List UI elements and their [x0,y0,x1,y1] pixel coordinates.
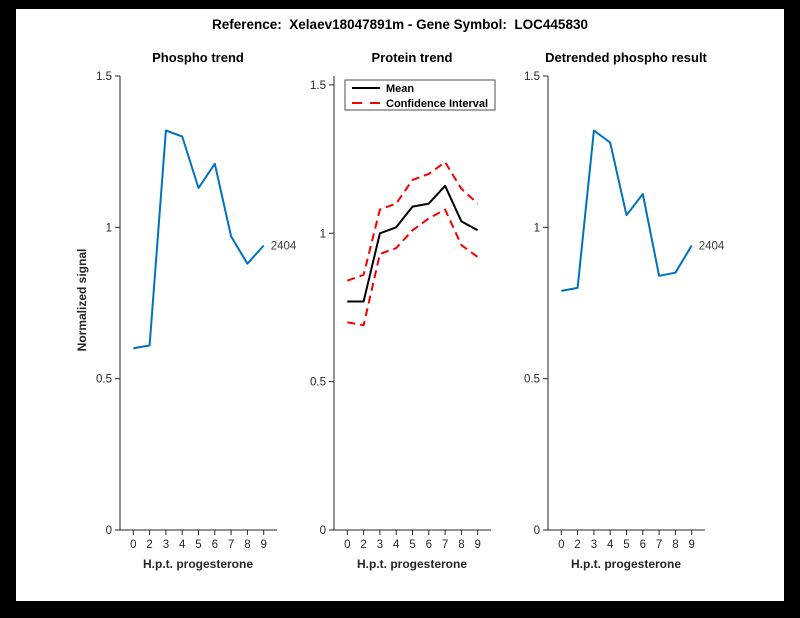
x-tick-label: 5 [623,539,629,551]
x-tick-label: 0 [130,539,136,551]
x-tick-label: 3 [377,539,383,551]
x-tick-label: 4 [179,539,186,551]
y-tick-label: 1 [534,222,540,234]
chart-title-phospho-trend: Phospho trend [152,50,244,65]
legend-box [344,79,496,111]
x-tick-label: 3 [591,539,597,551]
x-axis-label-3: H.p.t. progesterone [570,557,681,571]
legend-label: Confidence Interval [386,98,488,110]
data-line [347,184,479,303]
legend-label: Mean [386,83,414,95]
x-tick-label: 7 [228,539,234,551]
confidence-interval-line [346,161,479,282]
x-axis-label-1: H.p.t. progesterone [142,557,253,571]
y-tick-label: 0.5 [96,374,112,386]
y-tick-label: 0.5 [310,377,326,389]
data-line [133,129,265,350]
x-tick-label: 0 [344,539,350,551]
figure-canvas: Reference: Xelaev18047891m - Gene Symbol… [16,9,784,601]
x-tick-label: 0 [558,539,564,551]
x-tick-label: 7 [656,539,662,551]
y-tick-label: 1 [106,222,112,234]
x-tick-label: 8 [672,539,678,551]
x-tick-label: 2 [574,539,580,551]
figure-title: Reference: Xelaev18047891m - Gene Symbol… [212,17,588,32]
x-tick-label: 2 [360,539,366,551]
x-tick-label: 5 [409,539,415,551]
x-tick-label: 3 [163,539,169,551]
y-tick-label: 1.5 [96,71,112,83]
chart-title-detrended-phospho: Detrended phospho result [545,50,707,65]
x-tick-label: 7 [442,539,448,551]
x-tick-label: 6 [426,539,432,551]
confidence-interval-line [347,208,479,327]
y-tick-label: 0 [534,525,540,537]
x-tick-label: 5 [195,539,201,551]
x-tick-label: 9 [260,539,266,551]
x-tick-label: 4 [607,539,614,551]
x-tick-label: 9 [474,539,480,551]
y-tick-label: 1 [320,228,326,240]
y-tick-label: 0 [320,525,326,537]
data-line [561,129,693,292]
x-tick-label: 6 [212,539,218,551]
y-tick-label: 1.5 [310,80,326,92]
series-end-label: 2404 [699,240,725,252]
x-tick-label: 2 [146,539,152,551]
x-tick-label: 4 [393,539,400,551]
chart-title-protein-trend: Protein trend [371,50,453,65]
y-tick-label: 1.5 [524,71,540,83]
x-tick-label: 8 [244,539,250,551]
x-tick-label: 6 [640,539,646,551]
x-tick-label: 8 [458,539,464,551]
x-tick-label: 9 [688,539,694,551]
x-axis-label-2: H.p.t. progesterone [356,557,467,571]
y-tick-label: 0 [106,525,112,537]
y-tick-label: 0.5 [524,374,540,386]
series-end-label: 2404 [271,240,297,252]
